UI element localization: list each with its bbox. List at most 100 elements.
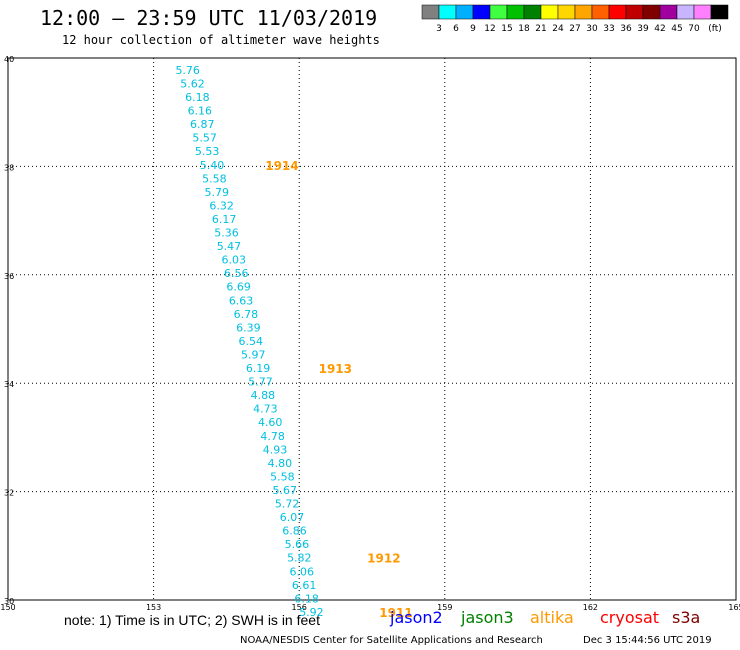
wave-height-value: 5.82 (287, 552, 312, 565)
wave-height-value: 4.78 (260, 430, 285, 443)
lon-label: 150 (0, 603, 15, 612)
legend-label: 6 (453, 24, 459, 34)
lon-label: 159 (437, 603, 452, 612)
legend-swatch (659, 4, 678, 20)
wave-height-value: 5.53 (195, 145, 220, 158)
wave-height-value: 5.97 (241, 348, 266, 361)
wave-height-value: 6.07 (280, 511, 305, 524)
wave-height-value: 6.19 (246, 362, 271, 375)
lat-label: 36 (4, 272, 14, 281)
generation-timestamp: Dec 3 15:44:56 UTC 2019 (583, 635, 712, 646)
legend-swatch (540, 4, 559, 20)
lon-label: 162 (583, 603, 598, 612)
wave-height-value: 6.86 (282, 525, 307, 538)
wave-height-value: 6.87 (190, 118, 215, 131)
wave-height-value: 4.93 (263, 443, 288, 456)
wave-height-value: 5.58 (270, 470, 295, 483)
wave-height-value: 4.80 (268, 457, 293, 470)
wave-height-value: 5.58 (202, 172, 227, 185)
wave-height-value: 5.67 (273, 484, 298, 497)
wave-height-value: 4.60 (258, 416, 283, 429)
satellite-jason2: jason2 (390, 608, 443, 627)
legend-label: 27 (569, 24, 580, 34)
page-subtitle: 12 hour collection of altimeter wave hei… (62, 33, 380, 47)
lat-label: 40 (4, 55, 14, 64)
legend-label: 70 (688, 24, 700, 34)
legend-swatch (693, 4, 712, 20)
legend-swatch (574, 4, 593, 20)
legend-swatch (642, 4, 661, 20)
wave-height-value: 5.62 (180, 77, 205, 90)
legend-label: 45 (671, 24, 682, 34)
color-scale-legend: 3 6 9 12 15 18 21 24 27 30 33 36 39 42 45 70 (ft) (421, 4, 729, 34)
credit-line: NOAA/NESDIS Center for Satellite Applica… (240, 635, 543, 646)
legend-swatch (523, 4, 542, 20)
legend-swatch (625, 4, 644, 20)
wave-height-value: 5.79 (205, 186, 230, 199)
page-title: 12:00 – 23:59 UTC 11/03/2019 (40, 6, 378, 30)
lat-label: 30 (4, 597, 14, 606)
legend-label: 3 (436, 24, 442, 34)
lat-label: 38 (4, 163, 14, 172)
map-frame (7, 57, 737, 601)
time-mark: 1913 (319, 362, 352, 376)
legend-swatch (591, 4, 610, 20)
satellite-altika: altika (530, 608, 574, 627)
legend-label: 42 (654, 24, 665, 34)
wave-height-value: 6.56 (224, 267, 249, 280)
legend-swatch (421, 4, 440, 20)
lat-label: 32 (4, 489, 14, 498)
legend-swatch (455, 4, 474, 20)
satellite-cryosat: cryosat (600, 608, 660, 627)
wave-height-value: 6.17 (212, 213, 237, 226)
legend-label: 39 (637, 24, 649, 34)
wave-height-value: 6.39 (236, 321, 261, 334)
wave-height-value: 6.18 (294, 592, 319, 605)
time-mark: 1911 (379, 606, 412, 620)
legend-swatch (676, 4, 695, 20)
satellite-jason3: jason3 (461, 608, 514, 627)
legend-swatch (438, 4, 457, 20)
wave-height-value: 5.66 (285, 538, 310, 551)
legend-swatch (710, 4, 729, 20)
wave-height-value: 6.18 (185, 91, 210, 104)
legend-label: 15 (501, 24, 512, 34)
wave-height-value: 5.76 (175, 64, 200, 77)
wave-height-value: 6.61 (292, 579, 317, 592)
wave-height-value: 6.69 (226, 281, 251, 294)
wave-height-value: 5.72 (275, 498, 300, 511)
lon-label: 165 (728, 603, 740, 612)
time-mark: 1914 (265, 159, 298, 173)
legend-swatch (557, 4, 576, 20)
wave-height-value: 5.36 (214, 227, 239, 240)
wave-height-value: 5.92 (299, 606, 324, 619)
legend-label: 33 (603, 24, 614, 34)
time-mark: 1912 (367, 552, 400, 566)
legend-swatch (489, 4, 508, 20)
wave-height-value: 5.47 (217, 240, 242, 253)
legend-label: 9 (470, 24, 476, 34)
lon-label: 153 (146, 603, 161, 612)
legend-label: 36 (620, 24, 632, 34)
legend-label: 30 (586, 24, 598, 34)
legend-swatch (506, 4, 525, 20)
wave-height-value: 5.40 (200, 159, 225, 172)
wave-height-value: 4.88 (251, 389, 276, 402)
lat-label: 34 (4, 380, 14, 389)
legend-label: 21 (535, 24, 546, 34)
wave-height-value: 5.77 (248, 376, 272, 389)
wave-height-value: 5.57 (192, 132, 217, 145)
legend-label: 18 (518, 24, 530, 34)
wave-height-value: 6.03 (222, 254, 247, 267)
lon-label: 156 (292, 603, 307, 612)
footer-note: note: 1) Time is in UTC; 2) SWH is in fe… (64, 612, 320, 628)
legend-label: 24 (552, 24, 564, 34)
legend-unit: (ft) (708, 24, 722, 34)
wave-height-value: 6.78 (234, 308, 259, 321)
wave-height-value: 6.06 (289, 565, 314, 578)
wave-height-value: 6.54 (239, 335, 263, 348)
satellite-s3a: s3a (672, 608, 701, 627)
wave-height-value: 6.16 (188, 105, 213, 118)
wave-height-value: 6.32 (209, 199, 234, 212)
